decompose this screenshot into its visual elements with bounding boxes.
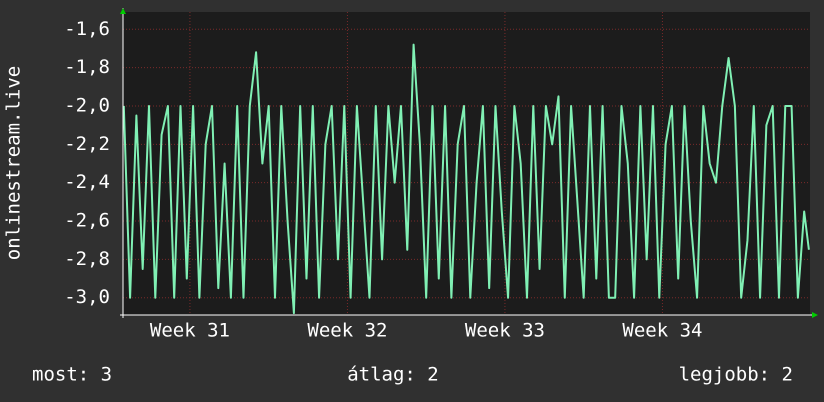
axis-arrow bbox=[120, 8, 126, 14]
x-tick-label: Week 33 bbox=[465, 320, 545, 342]
y-tick-label: -3,0 bbox=[64, 286, 110, 308]
y-tick-label: -2,2 bbox=[64, 133, 110, 155]
footer-stat: legjobb: 2 bbox=[679, 364, 793, 386]
y-tick-label: -2,8 bbox=[64, 248, 110, 270]
y-tick-label: -2,0 bbox=[64, 94, 110, 116]
y-tick-label: -2,4 bbox=[64, 171, 110, 193]
y-tick-label: -2,6 bbox=[64, 210, 110, 232]
footer-stat: átlag: 2 bbox=[347, 364, 439, 386]
data-line bbox=[122, 43, 810, 315]
x-tick-label: Week 31 bbox=[150, 320, 230, 342]
x-tick-label: Week 32 bbox=[307, 320, 387, 342]
y-tick-label: -1,6 bbox=[64, 18, 110, 40]
footer-stat: most: 3 bbox=[32, 364, 112, 386]
x-tick-label: Week 34 bbox=[622, 320, 702, 342]
axis-arrow bbox=[812, 312, 818, 318]
y-axis-label: onlinestream.live bbox=[3, 66, 25, 260]
y-tick-label: -1,8 bbox=[64, 56, 110, 78]
